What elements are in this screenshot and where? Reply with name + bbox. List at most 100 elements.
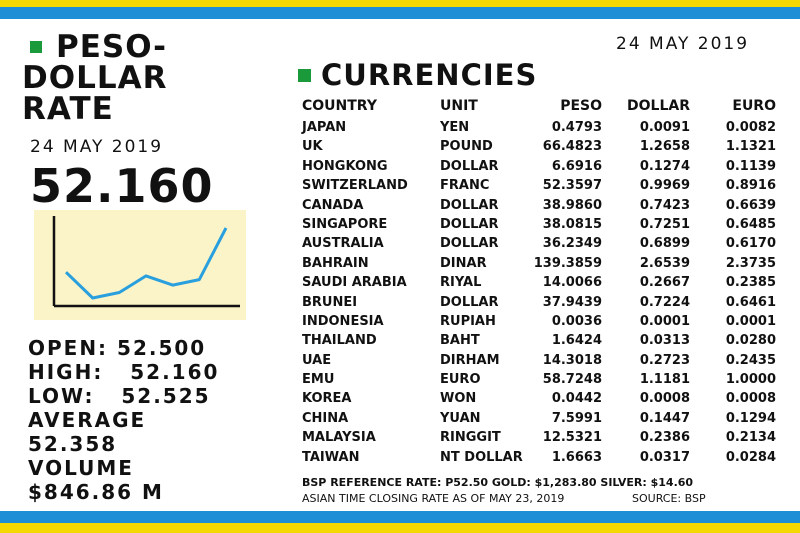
table-row: BAHRAIN DINAR 139.3859 2.6539 2.3735 — [302, 256, 776, 275]
cell-dollar: 0.2386 — [639, 430, 690, 446]
cell-euro: 1.1321 — [725, 139, 776, 155]
cell-euro: 0.0284 — [725, 449, 776, 465]
cell-country: MALAYSIA — [302, 430, 376, 446]
trend-series-line — [64, 227, 228, 300]
peso-dollar-title: PESO- DOLLAR RATE — [22, 29, 168, 127]
cell-dollar: 0.0001 — [639, 313, 690, 329]
table-row: THAILAND BAHT 1.6424 0.0313 0.0280 — [302, 333, 776, 352]
cell-peso: 14.0066 — [542, 275, 602, 291]
cell-euro: 0.6170 — [725, 236, 776, 252]
cell-dollar: 0.2723 — [639, 352, 690, 368]
green-square-icon — [30, 41, 42, 53]
cell-peso: 52.3597 — [542, 178, 602, 194]
cell-euro: 0.0280 — [725, 333, 776, 349]
table-row: CANADA DOLLAR 38.9860 0.7423 0.6639 — [302, 198, 776, 217]
cell-peso: 6.6916 — [551, 158, 602, 174]
cell-unit: BAHT — [440, 333, 480, 349]
cell-peso: 37.9439 — [542, 294, 602, 310]
cell-dollar: 0.0091 — [639, 120, 690, 135]
table-row: EMU EURO 58.7248 1.1181 1.0000 — [302, 372, 776, 391]
cell-peso: 12.5321 — [542, 430, 602, 446]
footer-note: ASIAN TIME CLOSING RATE AS OF MAY 23, 20… — [302, 492, 706, 505]
table-row: SAUDI ARABIA RIYAL 14.0066 0.2667 0.2385 — [302, 275, 776, 294]
table-row: BRUNEI DOLLAR 37.9439 0.7224 0.6461 — [302, 295, 776, 314]
table-row: SWITZERLAND FRANC 52.3597 0.9969 0.8916 — [302, 178, 776, 197]
cell-euro: 0.0001 — [725, 313, 776, 329]
table-row: TAIWAN NT DOLLAR 1.6663 0.0317 0.0284 — [302, 450, 776, 469]
cell-country: SINGAPORE — [302, 216, 388, 232]
rate-date: 24 MAY 2019 — [30, 137, 164, 157]
cell-peso: 14.3018 — [542, 352, 602, 368]
cell-dollar: 0.7251 — [639, 216, 690, 232]
cell-country: UAE — [302, 352, 332, 368]
header-euro: EURO — [732, 98, 776, 114]
cell-unit: RUPIAH — [440, 313, 496, 329]
cell-dollar: 0.9969 — [639, 178, 690, 194]
cell-country: EMU — [302, 372, 335, 388]
cell-peso: 38.9860 — [542, 197, 602, 213]
currencies-title: CURRENCIES — [298, 58, 537, 92]
cell-unit: POUND — [440, 139, 493, 155]
cell-dollar: 0.0008 — [639, 391, 690, 407]
cell-country: BRUNEI — [302, 294, 358, 310]
cell-peso: 0.0442 — [551, 391, 602, 407]
cell-peso: 36.2349 — [542, 236, 602, 252]
cell-unit: DOLLAR — [440, 158, 499, 174]
cell-country: CANADA — [302, 197, 364, 213]
top-blue-band — [0, 7, 800, 19]
cell-peso: 1.6424 — [551, 333, 602, 349]
rate-trend-chart — [34, 210, 246, 320]
cell-country: SAUDI ARABIA — [302, 275, 407, 291]
cell-peso: 139.3859 — [533, 255, 602, 271]
cell-unit: RINGGIT — [440, 430, 501, 446]
cell-unit: FRANC — [440, 178, 490, 194]
cell-euro: 0.6461 — [725, 294, 776, 310]
header-country: COUNTRY — [302, 98, 377, 114]
table-row: KOREA WON 0.0442 0.0008 0.0008 — [302, 391, 776, 410]
table-row: MALAYSIA RINGGIT 12.5321 0.2386 0.2134 — [302, 430, 776, 449]
header-unit: UNIT — [440, 98, 478, 114]
cell-dollar: 1.2658 — [639, 139, 690, 155]
cell-peso: 66.4823 — [542, 139, 602, 155]
bottom-yellow-band — [0, 523, 800, 533]
cell-dollar: 0.0317 — [639, 449, 690, 465]
cell-unit: DIRHAM — [440, 352, 500, 368]
cell-unit: DINAR — [440, 255, 487, 271]
current-rate: 52.160 — [30, 159, 214, 213]
cell-dollar: 2.6539 — [639, 255, 690, 271]
cell-unit: EURO — [440, 372, 481, 388]
cell-dollar: 0.7423 — [639, 197, 690, 213]
volume-value: $846.86 M — [28, 480, 164, 504]
cell-peso: 58.7248 — [542, 372, 602, 388]
table-row: SINGAPORE DOLLAR 38.0815 0.7251 0.6485 — [302, 217, 776, 236]
bottom-blue-band — [0, 511, 800, 523]
table-row: AUSTRALIA DOLLAR 36.2349 0.6899 0.6170 — [302, 236, 776, 255]
cell-country: INDONESIA — [302, 313, 384, 329]
cell-unit: RIYAL — [440, 275, 482, 291]
cell-unit: DOLLAR — [440, 294, 499, 310]
cell-dollar: 0.7224 — [639, 294, 690, 310]
currencies-table: COUNTRY UNIT PESO DOLLAR EURO JAPAN YEN 0.… — [302, 98, 776, 469]
cell-euro: 0.6639 — [725, 197, 776, 213]
header-peso: PESO — [560, 98, 602, 114]
cell-dollar: 1.1181 — [639, 372, 690, 388]
high-stat: HIGH: 52.160 — [28, 360, 220, 384]
green-square-icon — [298, 69, 311, 82]
top-yellow-band — [0, 0, 800, 7]
table-row: JAPAN YEN 0.4793 0.0091 0.0082 — [302, 120, 776, 139]
cell-dollar: 0.1274 — [639, 158, 690, 174]
cell-dollar: 0.2667 — [639, 275, 690, 291]
trend-chart-svg — [52, 216, 240, 308]
cell-country: TAIWAN — [302, 449, 360, 465]
table-row: UAE DIRHAM 14.3018 0.2723 0.2435 — [302, 353, 776, 372]
cell-euro: 0.2134 — [725, 430, 776, 446]
table-header: COUNTRY UNIT PESO DOLLAR EURO — [302, 98, 776, 120]
cell-country: CHINA — [302, 410, 349, 426]
cell-country: SWITZERLAND — [302, 178, 408, 194]
cell-unit: DOLLAR — [440, 197, 499, 213]
table-row: HONGKONG DOLLAR 6.6916 0.1274 0.1139 — [302, 159, 776, 178]
cell-euro: 0.0082 — [725, 120, 776, 135]
cell-country: THAILAND — [302, 333, 377, 349]
cell-country: JAPAN — [302, 120, 347, 135]
cell-peso: 0.4793 — [551, 120, 602, 135]
